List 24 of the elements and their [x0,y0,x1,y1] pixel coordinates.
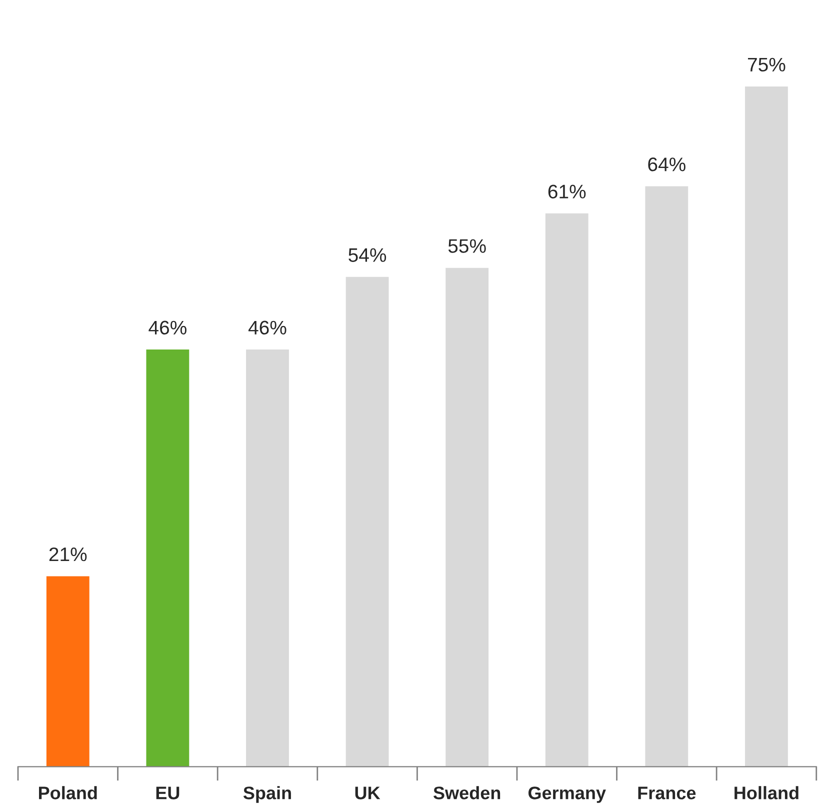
data-label: 21% [49,547,87,562]
x-tick-label: EU [156,786,180,800]
bar [545,213,588,767]
data-label: 55% [448,239,486,253]
bar [246,349,289,767]
bar [146,349,190,767]
data-label: 64% [648,158,686,172]
x-tick-label: Poland [39,786,97,800]
x-tick-label: France [638,786,696,800]
data-label: 46% [248,320,286,335]
bar [346,276,389,767]
bar [745,86,788,767]
data-label: 75% [748,58,786,72]
x-tick-label: UK [355,786,380,800]
data-label: 54% [348,248,386,262]
x-tick-label: Sweden [433,786,500,800]
x-tick-label: Holland [734,786,798,800]
data-label: 46% [148,320,186,335]
bar [446,268,489,767]
x-tick-label: Spain [243,786,291,803]
bar [645,186,688,767]
bar [46,576,90,767]
x-tick-label: Germany [528,786,606,803]
data-label: 61% [548,184,586,198]
